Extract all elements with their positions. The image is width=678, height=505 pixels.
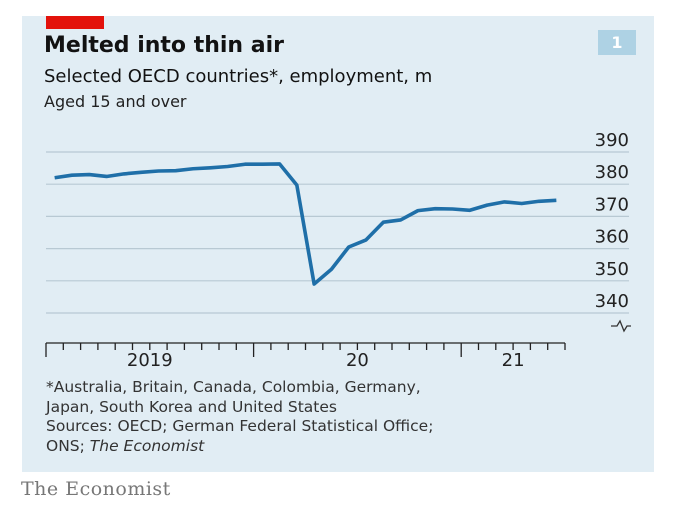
footnote-sources-2: ONS; The Economist <box>46 437 433 457</box>
chart-subsubtitle: Aged 15 and over <box>44 92 187 111</box>
chart-subtitle: Selected OECD countries*, employment, m <box>44 66 433 87</box>
y-tick-label: 390 <box>595 130 629 151</box>
y-tick-label: 340 <box>595 291 629 312</box>
sources-italic: The Economist <box>89 436 205 455</box>
footnote-countries-1: *Australia, Britain, Canada, Colombia, G… <box>46 378 421 396</box>
brand-red-bar <box>46 16 104 29</box>
y-tick-label: 350 <box>595 259 629 280</box>
x-tick-label: 21 <box>502 350 525 371</box>
economist-logo: The Economist <box>21 478 171 500</box>
footnote-countries-2: Japan, South Korea and United States <box>46 397 337 416</box>
employment-line <box>54 162 557 286</box>
sources-prefix: ONS; <box>46 436 90 455</box>
axis-break-icon <box>611 319 631 333</box>
y-tick-label: 370 <box>595 194 629 215</box>
y-tick-label: 360 <box>595 227 629 248</box>
y-tick-label: 380 <box>595 162 629 183</box>
chart-panel <box>22 16 654 472</box>
chart-number-badge: 1 <box>598 30 636 55</box>
x-tick-label: 2019 <box>127 350 173 371</box>
x-tick-label: 20 <box>346 350 369 371</box>
chart-title: Melted into thin air <box>44 33 284 58</box>
footnotes: *Australia, Britain, Canada, Colombia, G… <box>46 378 433 456</box>
footnote-sources-1: Sources: OECD; German Federal Statistica… <box>46 417 434 435</box>
